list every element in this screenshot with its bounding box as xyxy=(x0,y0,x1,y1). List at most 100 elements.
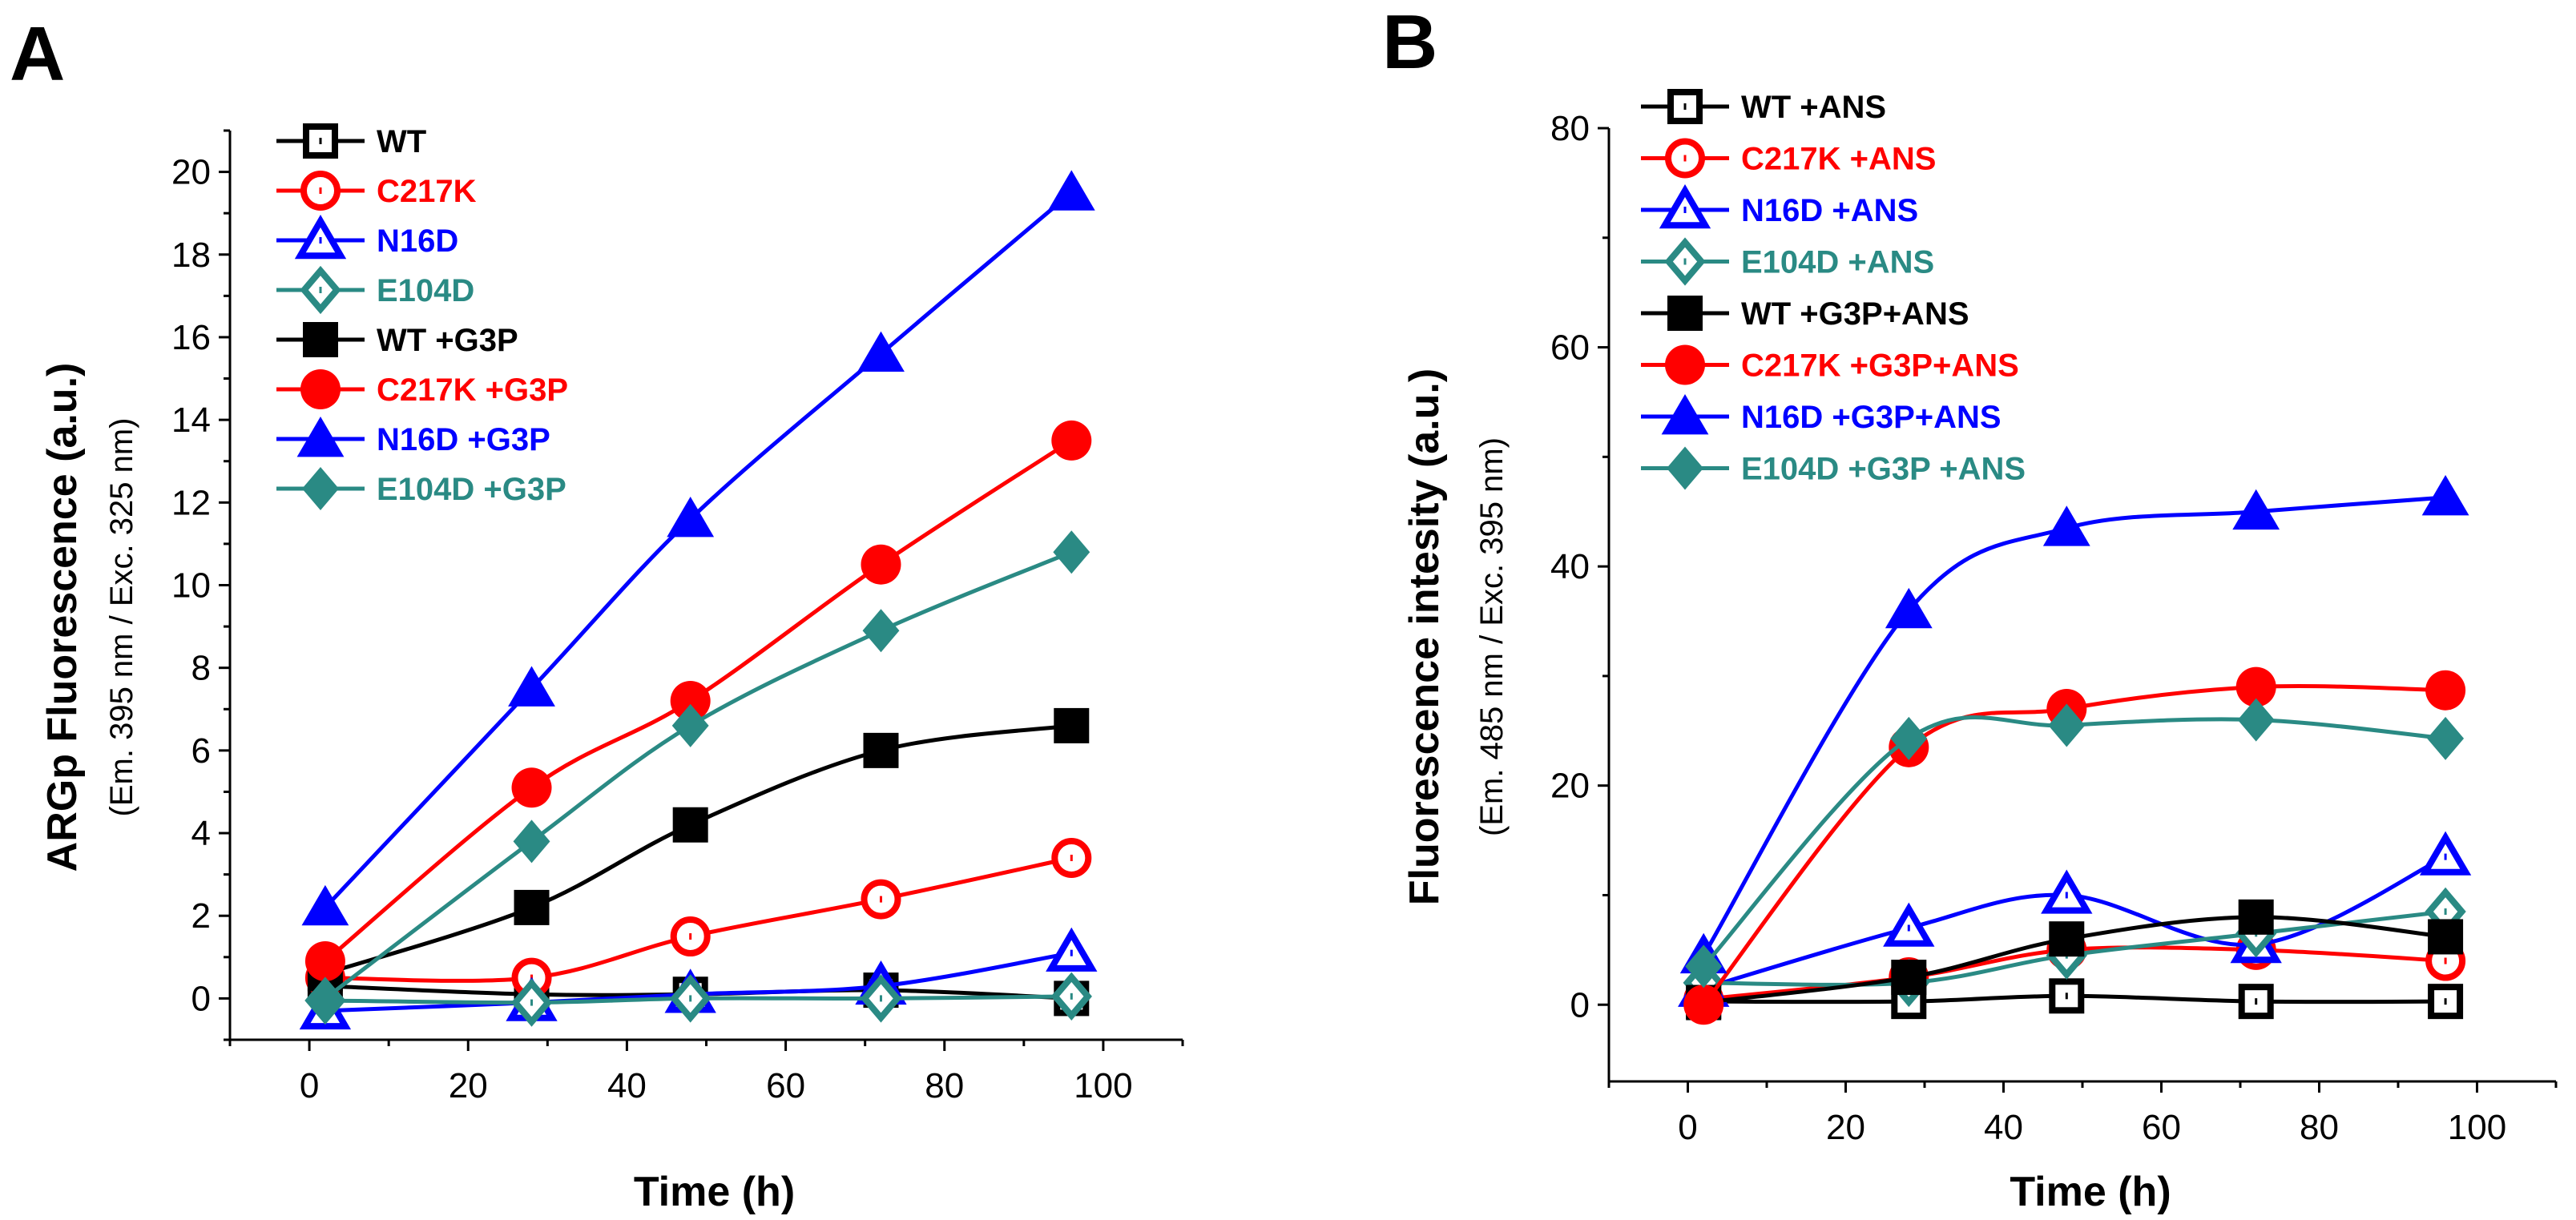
legend-item: E104D +G3P +ANS xyxy=(1641,446,2026,490)
legend-marker xyxy=(296,417,345,457)
y-tick-label: 14 xyxy=(171,401,211,440)
legend-marker xyxy=(302,467,339,510)
data-point xyxy=(2425,670,2466,711)
legend-marker xyxy=(1661,394,1709,435)
x-tick-label: 80 xyxy=(2300,1108,2339,1147)
data-point xyxy=(861,544,901,585)
legend-item: WT xyxy=(276,123,426,159)
series-e104d xyxy=(304,972,1092,1027)
y-tick-label: 18 xyxy=(171,236,211,275)
data-point xyxy=(514,889,550,925)
legend-label: E104D xyxy=(377,273,474,308)
y-tick-label: 80 xyxy=(1550,109,1590,148)
data-point xyxy=(304,940,345,981)
legend-item: C217K +G3P xyxy=(276,369,568,409)
legend-item: WT +G3P+ANS xyxy=(1641,296,1969,332)
data-point xyxy=(862,609,900,653)
y-tick-label: 0 xyxy=(191,979,211,1018)
data-point xyxy=(2238,899,2274,935)
legend-label: E104D +G3P +ANS xyxy=(1741,452,2026,487)
x-tick-label: 60 xyxy=(2142,1108,2181,1147)
y-tick-label: 2 xyxy=(191,896,211,936)
x-tick-label: 100 xyxy=(2448,1108,2506,1147)
data-point xyxy=(301,884,349,926)
data-point xyxy=(1885,587,1933,629)
y-tick-label: 10 xyxy=(171,566,211,606)
y-axis-subtitle: (Em. 395 nm / Exc. 325 nm) xyxy=(104,418,139,817)
x-tick-label: 40 xyxy=(1984,1108,2023,1147)
data-point xyxy=(1685,944,1723,988)
series-c217k-g3p xyxy=(304,420,1092,981)
legend-item: E104D xyxy=(276,265,474,315)
data-point xyxy=(672,807,708,843)
y-tick-label: 40 xyxy=(1550,547,1590,586)
x-tick-label: 80 xyxy=(925,1066,964,1105)
y-axis-title: Fluorescence intesity (a.u.) xyxy=(1401,368,1448,905)
legend-item: E104D +ANS xyxy=(1641,237,1934,286)
legend-label: E104D +G3P xyxy=(377,472,566,507)
legend-item: N16D xyxy=(276,215,458,260)
data-point xyxy=(1051,420,1092,461)
data-point xyxy=(1683,984,1724,1025)
legend-label: WT xyxy=(377,124,426,159)
legend-item: C217K +G3P+ANS xyxy=(1641,344,2019,385)
y-tick-label: 16 xyxy=(171,318,211,357)
data-point xyxy=(1891,960,1927,996)
legend-marker xyxy=(303,322,338,357)
x-axis-title: Time (h) xyxy=(2010,1169,2171,1215)
legend-item: C217K +ANS xyxy=(1641,138,1936,179)
legend-label: C217K +G3P xyxy=(377,372,568,408)
legend-marker xyxy=(1667,296,1703,331)
data-point xyxy=(2049,921,2085,957)
data-point xyxy=(508,666,555,707)
data-point xyxy=(670,680,711,721)
legend-label: N16D xyxy=(377,223,458,259)
y-tick-label: 12 xyxy=(171,483,211,522)
x-tick-label: 20 xyxy=(449,1066,488,1105)
series-n16d-g3p xyxy=(301,170,1095,926)
legend-label: C217K +G3P+ANS xyxy=(1741,348,2019,384)
x-tick-label: 60 xyxy=(766,1066,805,1105)
data-point xyxy=(2427,716,2465,760)
data-point xyxy=(513,819,550,864)
legend-item: N16D +ANS xyxy=(1641,184,1918,229)
legend-label: N16D +G3P+ANS xyxy=(1741,400,2002,435)
legend-label: WT +G3P+ANS xyxy=(1741,296,1969,332)
data-point xyxy=(857,331,905,372)
legend-marker xyxy=(300,369,341,409)
data-point xyxy=(1053,530,1090,574)
data-point xyxy=(863,732,899,768)
data-point xyxy=(1890,716,1928,760)
x-tick-label: 0 xyxy=(1678,1108,1697,1147)
legend-item: C217K xyxy=(276,171,477,211)
x-tick-label: 40 xyxy=(607,1066,647,1105)
y-tick-label: 60 xyxy=(1550,328,1590,368)
x-axis-title: Time (h) xyxy=(634,1169,795,1215)
data-point xyxy=(671,703,709,747)
legend-label: WT +G3P xyxy=(377,323,518,358)
series-e104d-g3p xyxy=(306,530,1090,1021)
y-axis-title: ARGp Fluorescence (a.u.) xyxy=(39,363,86,872)
y-tick-label: 4 xyxy=(191,814,211,853)
data-point xyxy=(511,767,552,808)
data-point xyxy=(1047,170,1095,211)
legend-label: WT +ANS xyxy=(1741,90,1886,125)
data-point xyxy=(2232,489,2280,530)
data-point xyxy=(2235,666,2276,707)
x-tick-label: 20 xyxy=(1826,1108,1865,1147)
legend-label: E104D +ANS xyxy=(1741,245,1934,280)
legend-item: N16D +G3P+ANS xyxy=(1641,394,2002,435)
data-point xyxy=(1054,707,1090,743)
legend-label: C217K xyxy=(377,174,477,209)
legend-marker xyxy=(303,123,338,159)
y-tick-label: 0 xyxy=(1570,985,1590,1025)
data-point xyxy=(667,496,715,538)
legend-item: WT +ANS xyxy=(1641,89,1886,125)
data-point xyxy=(2048,703,2086,747)
panel-label-a: A xyxy=(10,11,65,97)
data-point xyxy=(306,976,344,1021)
x-tick-label: 100 xyxy=(1074,1066,1132,1105)
chart-b: 0 20 40 60 80 100 0 20 40 60 80 Time (h) Fluorescenc… xyxy=(1401,109,2558,1215)
legend-marker xyxy=(1667,446,1703,490)
